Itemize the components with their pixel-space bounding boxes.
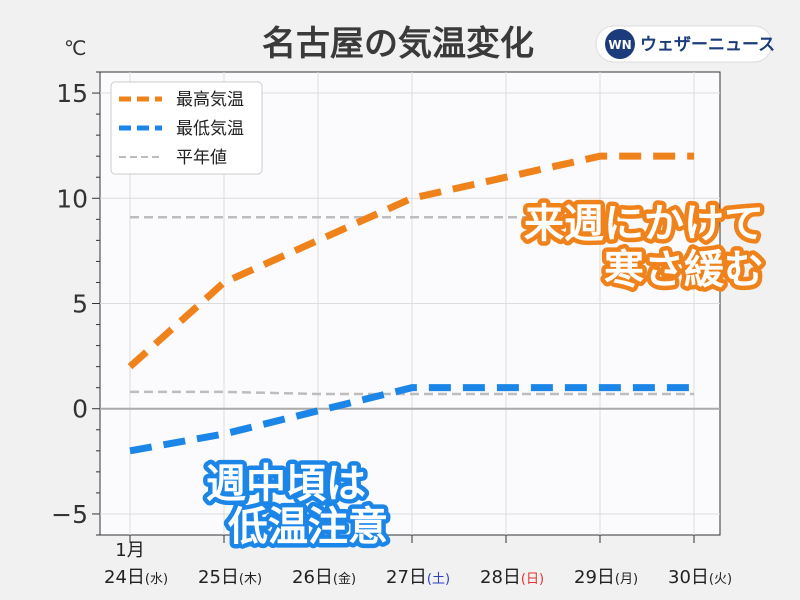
annotation-warming-line2: 寒さ緩む xyxy=(604,247,764,293)
brand-badge: WN ウェザーニュース xyxy=(595,25,775,63)
unit-label: ℃ xyxy=(64,36,86,60)
y-tick-label: 10 xyxy=(56,184,88,213)
y-axis: 15 10 5 0 −5 xyxy=(51,71,100,536)
x-tick-label: 24日(水) xyxy=(104,567,168,588)
y-tick-label: −5 xyxy=(51,500,88,529)
x-tick-label: 27日(土) xyxy=(386,567,450,588)
annotation-cold-line2: 低温注意 xyxy=(228,504,388,550)
weathernews-logo-icon xyxy=(605,29,635,59)
page-title: 名古屋の気温変化 xyxy=(262,24,534,64)
legend-label-low: 最低気温 xyxy=(176,119,244,139)
annotation-cold: 週中頃は 低温注意 xyxy=(202,457,393,555)
brand-name: ウェザーニュース xyxy=(640,35,775,55)
series-line-low xyxy=(129,384,694,455)
legend-label-high: 最高気温 xyxy=(176,90,244,110)
series-line-normal-low xyxy=(130,390,694,396)
y-tick-label: 5 xyxy=(72,290,88,319)
x-month-label: 1月 xyxy=(115,540,144,561)
legend: 最高気温 最低気温 平年値 xyxy=(110,81,263,175)
series-lines xyxy=(127,152,694,455)
x-axis: 1月 24日(水) 25日(木) 26日(金) 27日(土) 28日(日) 29日(月) 30… xyxy=(104,535,732,588)
x-tick-label: 30日(火) xyxy=(668,567,732,588)
brand-mark: WN xyxy=(608,38,631,52)
legend-label-normal: 平年値 xyxy=(176,148,227,168)
x-tick-label: 25日(木) xyxy=(198,567,262,588)
x-tick-label: 29日(月) xyxy=(574,567,638,588)
y-tick-label: 0 xyxy=(72,395,88,424)
annotation-cold-line1: 週中頃は xyxy=(206,461,366,507)
annotation-warming-line1: 来週にかけて xyxy=(524,201,764,247)
y-tick-label: 15 xyxy=(56,79,88,108)
annotation-warming: 来週にかけて 寒さ緩む xyxy=(520,197,769,298)
x-tick-label: 26日(金) xyxy=(292,567,356,588)
series-line-high xyxy=(127,152,694,370)
x-tick-label: 28日(日) xyxy=(480,567,544,588)
